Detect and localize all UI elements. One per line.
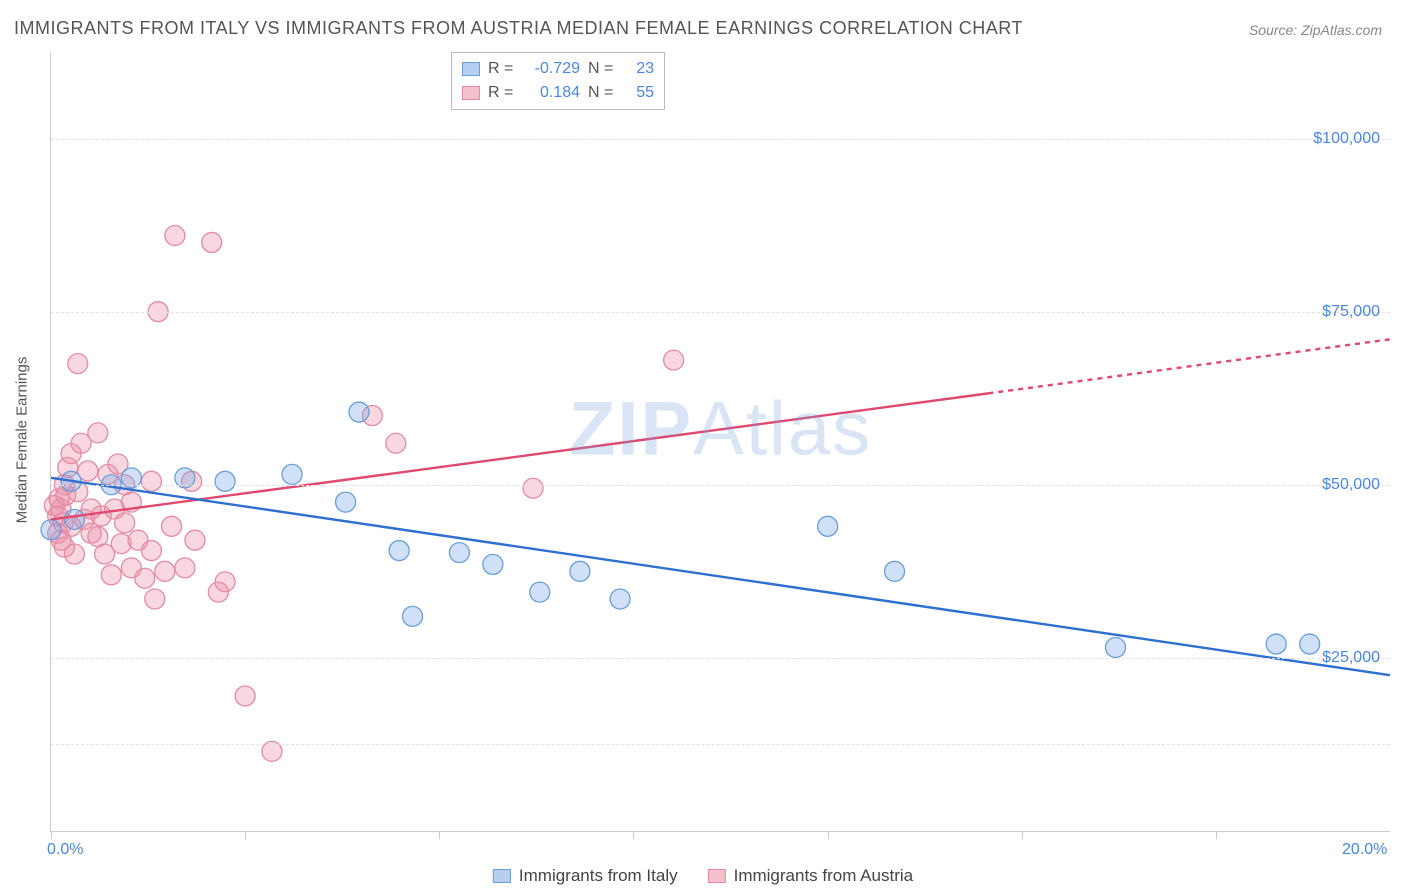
source-attribution: Source: ZipAtlas.com xyxy=(1249,22,1382,38)
y-tick-label: $25,000 xyxy=(1322,649,1380,667)
legend-row-italy: R = -0.729 N = 23 xyxy=(462,57,654,81)
x-tick xyxy=(828,831,829,839)
x-tick xyxy=(439,831,440,839)
swatch-italy xyxy=(493,869,511,883)
data-point xyxy=(202,232,222,252)
data-point xyxy=(235,686,255,706)
data-point xyxy=(68,354,88,374)
data-point xyxy=(155,561,175,581)
data-point xyxy=(115,513,135,533)
x-tick xyxy=(633,831,634,839)
data-point xyxy=(215,572,235,592)
y-tick-label: $50,000 xyxy=(1322,476,1380,494)
legend-row-austria: R = 0.184 N = 55 xyxy=(462,81,654,105)
y-tick-label: $75,000 xyxy=(1322,303,1380,321)
data-point xyxy=(175,558,195,578)
r-value-austria: 0.184 xyxy=(524,81,580,105)
data-point xyxy=(389,541,409,561)
data-point xyxy=(88,423,108,443)
plot-area: ZIPAtlas R = -0.729 N = 23 R = 0.184 N =… xyxy=(50,52,1390,832)
swatch-austria xyxy=(708,869,726,883)
swatch-austria xyxy=(462,86,480,100)
data-point xyxy=(403,606,423,626)
swatch-italy xyxy=(462,62,480,76)
data-point xyxy=(1300,634,1320,654)
data-point xyxy=(64,544,84,564)
data-point xyxy=(145,589,165,609)
x-tick xyxy=(1216,831,1217,839)
data-point xyxy=(282,464,302,484)
trend-line-extrapolated xyxy=(988,339,1390,393)
x-tick-label: 20.0% xyxy=(1342,841,1387,859)
data-point xyxy=(165,225,185,245)
data-point xyxy=(449,543,469,563)
gridline xyxy=(51,312,1390,313)
gridline xyxy=(51,485,1390,486)
data-point xyxy=(818,516,838,536)
y-axis-title: Median Female Earnings xyxy=(14,357,31,524)
r-label: R = xyxy=(488,81,516,105)
legend-label-austria: Immigrants from Austria xyxy=(734,866,914,886)
chart-svg xyxy=(51,52,1390,831)
data-point xyxy=(141,471,161,491)
data-point xyxy=(664,350,684,370)
x-tick xyxy=(1022,831,1023,839)
data-point xyxy=(1266,634,1286,654)
r-label: R = xyxy=(488,57,516,81)
data-point xyxy=(141,541,161,561)
legend-item-austria: Immigrants from Austria xyxy=(708,866,914,886)
data-point xyxy=(885,561,905,581)
data-point xyxy=(336,492,356,512)
data-point xyxy=(530,582,550,602)
trend-line xyxy=(51,393,988,519)
legend-item-italy: Immigrants from Italy xyxy=(493,866,678,886)
data-point xyxy=(162,516,182,536)
data-point xyxy=(349,402,369,422)
gridline xyxy=(51,744,1390,745)
n-label: N = xyxy=(588,57,616,81)
data-point xyxy=(523,478,543,498)
data-point xyxy=(1106,638,1126,658)
y-tick-label: $100,000 xyxy=(1313,130,1380,148)
data-point xyxy=(570,561,590,581)
gridline xyxy=(51,658,1390,659)
correlation-legend: R = -0.729 N = 23 R = 0.184 N = 55 xyxy=(451,52,665,110)
data-point xyxy=(64,509,84,529)
x-tick-label: 0.0% xyxy=(47,841,83,859)
data-point xyxy=(185,530,205,550)
data-point xyxy=(135,568,155,588)
data-point xyxy=(610,589,630,609)
trend-line xyxy=(51,478,1390,675)
gridline xyxy=(51,139,1390,140)
chart-title: IMMIGRANTS FROM ITALY VS IMMIGRANTS FROM… xyxy=(14,18,1023,39)
legend-label-italy: Immigrants from Italy xyxy=(519,866,678,886)
n-value-italy: 23 xyxy=(624,57,654,81)
data-point xyxy=(386,433,406,453)
x-tick xyxy=(245,831,246,839)
r-value-italy: -0.729 xyxy=(524,57,580,81)
data-point xyxy=(41,520,61,540)
x-tick xyxy=(51,831,52,839)
data-point xyxy=(483,554,503,574)
data-point xyxy=(101,565,121,585)
series-legend: Immigrants from Italy Immigrants from Au… xyxy=(493,866,913,886)
n-value-austria: 55 xyxy=(624,81,654,105)
data-point xyxy=(215,471,235,491)
n-label: N = xyxy=(588,81,616,105)
